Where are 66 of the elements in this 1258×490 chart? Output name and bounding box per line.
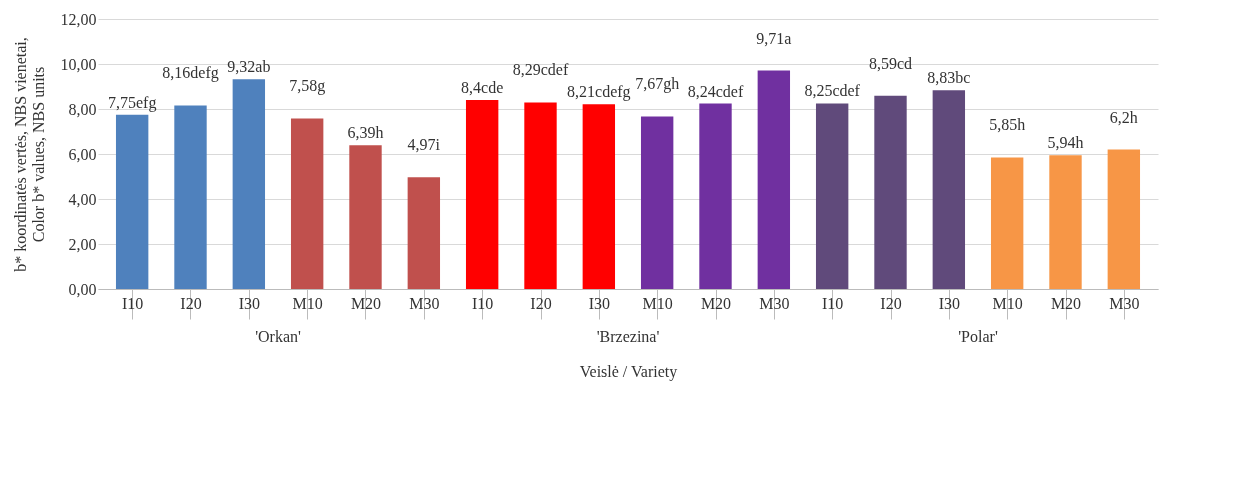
bar	[1049, 155, 1082, 289]
bar	[465, 100, 499, 289]
data-label: 4,97i	[407, 136, 441, 154]
x-tick-label: M10	[642, 294, 673, 312]
data-label: 7,67gh	[635, 75, 680, 94]
y-tick-label: 8,00	[68, 100, 97, 118]
bar	[874, 95, 907, 289]
y-tick-label: 2,00	[68, 235, 97, 253]
data-label: 9,71a	[756, 29, 792, 47]
data-label: 8,59cd	[868, 54, 913, 72]
x-tick-label: I30	[238, 294, 260, 312]
data-label: 8,25cdef	[804, 82, 861, 100]
data-label: 8,21cdefg	[567, 83, 631, 102]
x-tick-label: M20	[700, 294, 732, 312]
x-tick-label: M30	[759, 294, 790, 312]
data-label: 6,39h	[347, 124, 384, 142]
bar	[115, 114, 149, 289]
x-tick-label: I10	[822, 294, 844, 312]
y-tick-label: 6,00	[68, 145, 97, 163]
x-tick-label: I10	[472, 294, 494, 312]
data-label: 8,4cde	[461, 79, 504, 96]
x-tick-label: I20	[180, 294, 202, 312]
y-tick-label: 4,00	[68, 190, 97, 208]
x-tick-label: M10	[292, 294, 323, 312]
bar	[524, 102, 557, 289]
bar	[290, 118, 324, 289]
data-label: 9,32ab	[227, 58, 271, 76]
data-label: 8,29cdef	[512, 61, 569, 79]
x-tick-label: I30	[588, 294, 610, 312]
data-label: 5,94h	[1047, 134, 1084, 152]
y-axis-title: b* koordinatės vertės, NBS vienetai, Color b* values, NBS units	[11, 37, 47, 272]
bar	[757, 70, 791, 289]
text: 'Polar'	[958, 328, 998, 345]
bar	[582, 104, 616, 289]
data-label: 6,2h	[1109, 108, 1138, 126]
data-label: 8,24cdef	[687, 82, 744, 100]
text: 'Orkan'	[255, 328, 301, 345]
bar	[815, 103, 849, 289]
x-tick-label: I30	[938, 294, 960, 312]
x-tick-label: M10	[992, 294, 1023, 312]
x-tick-label: I10	[122, 294, 144, 312]
x-tick-label: I20	[880, 294, 902, 312]
bar	[232, 79, 266, 289]
bar	[990, 157, 1024, 289]
data-label: 8,83bc	[927, 69, 971, 87]
bar	[349, 145, 382, 289]
bar	[699, 103, 732, 289]
data-label: 5,85h	[989, 116, 1026, 134]
bar	[1107, 149, 1141, 289]
bar	[407, 177, 441, 289]
y-tick-label: 12,00	[60, 10, 97, 28]
x-tick-label: M30	[409, 294, 440, 312]
bar	[640, 116, 674, 289]
y-tick-label: 10,00	[60, 55, 97, 73]
x-tick-label: M30	[1109, 294, 1140, 312]
bar	[932, 90, 966, 289]
x-tick-label: M20	[350, 294, 382, 312]
data-label: 7,58g	[289, 77, 326, 96]
y-tick-label: 0,00	[68, 280, 97, 298]
text: 'Brzezina'	[596, 328, 660, 345]
data-label: 7,75efg	[107, 93, 157, 112]
x-tick-label: M20	[1050, 294, 1082, 312]
data-label: 8,16defg	[162, 64, 219, 83]
bar	[174, 105, 207, 289]
x-tick-label: I20	[530, 294, 552, 312]
x-axis-title: Veislė / Variety	[579, 363, 678, 381]
